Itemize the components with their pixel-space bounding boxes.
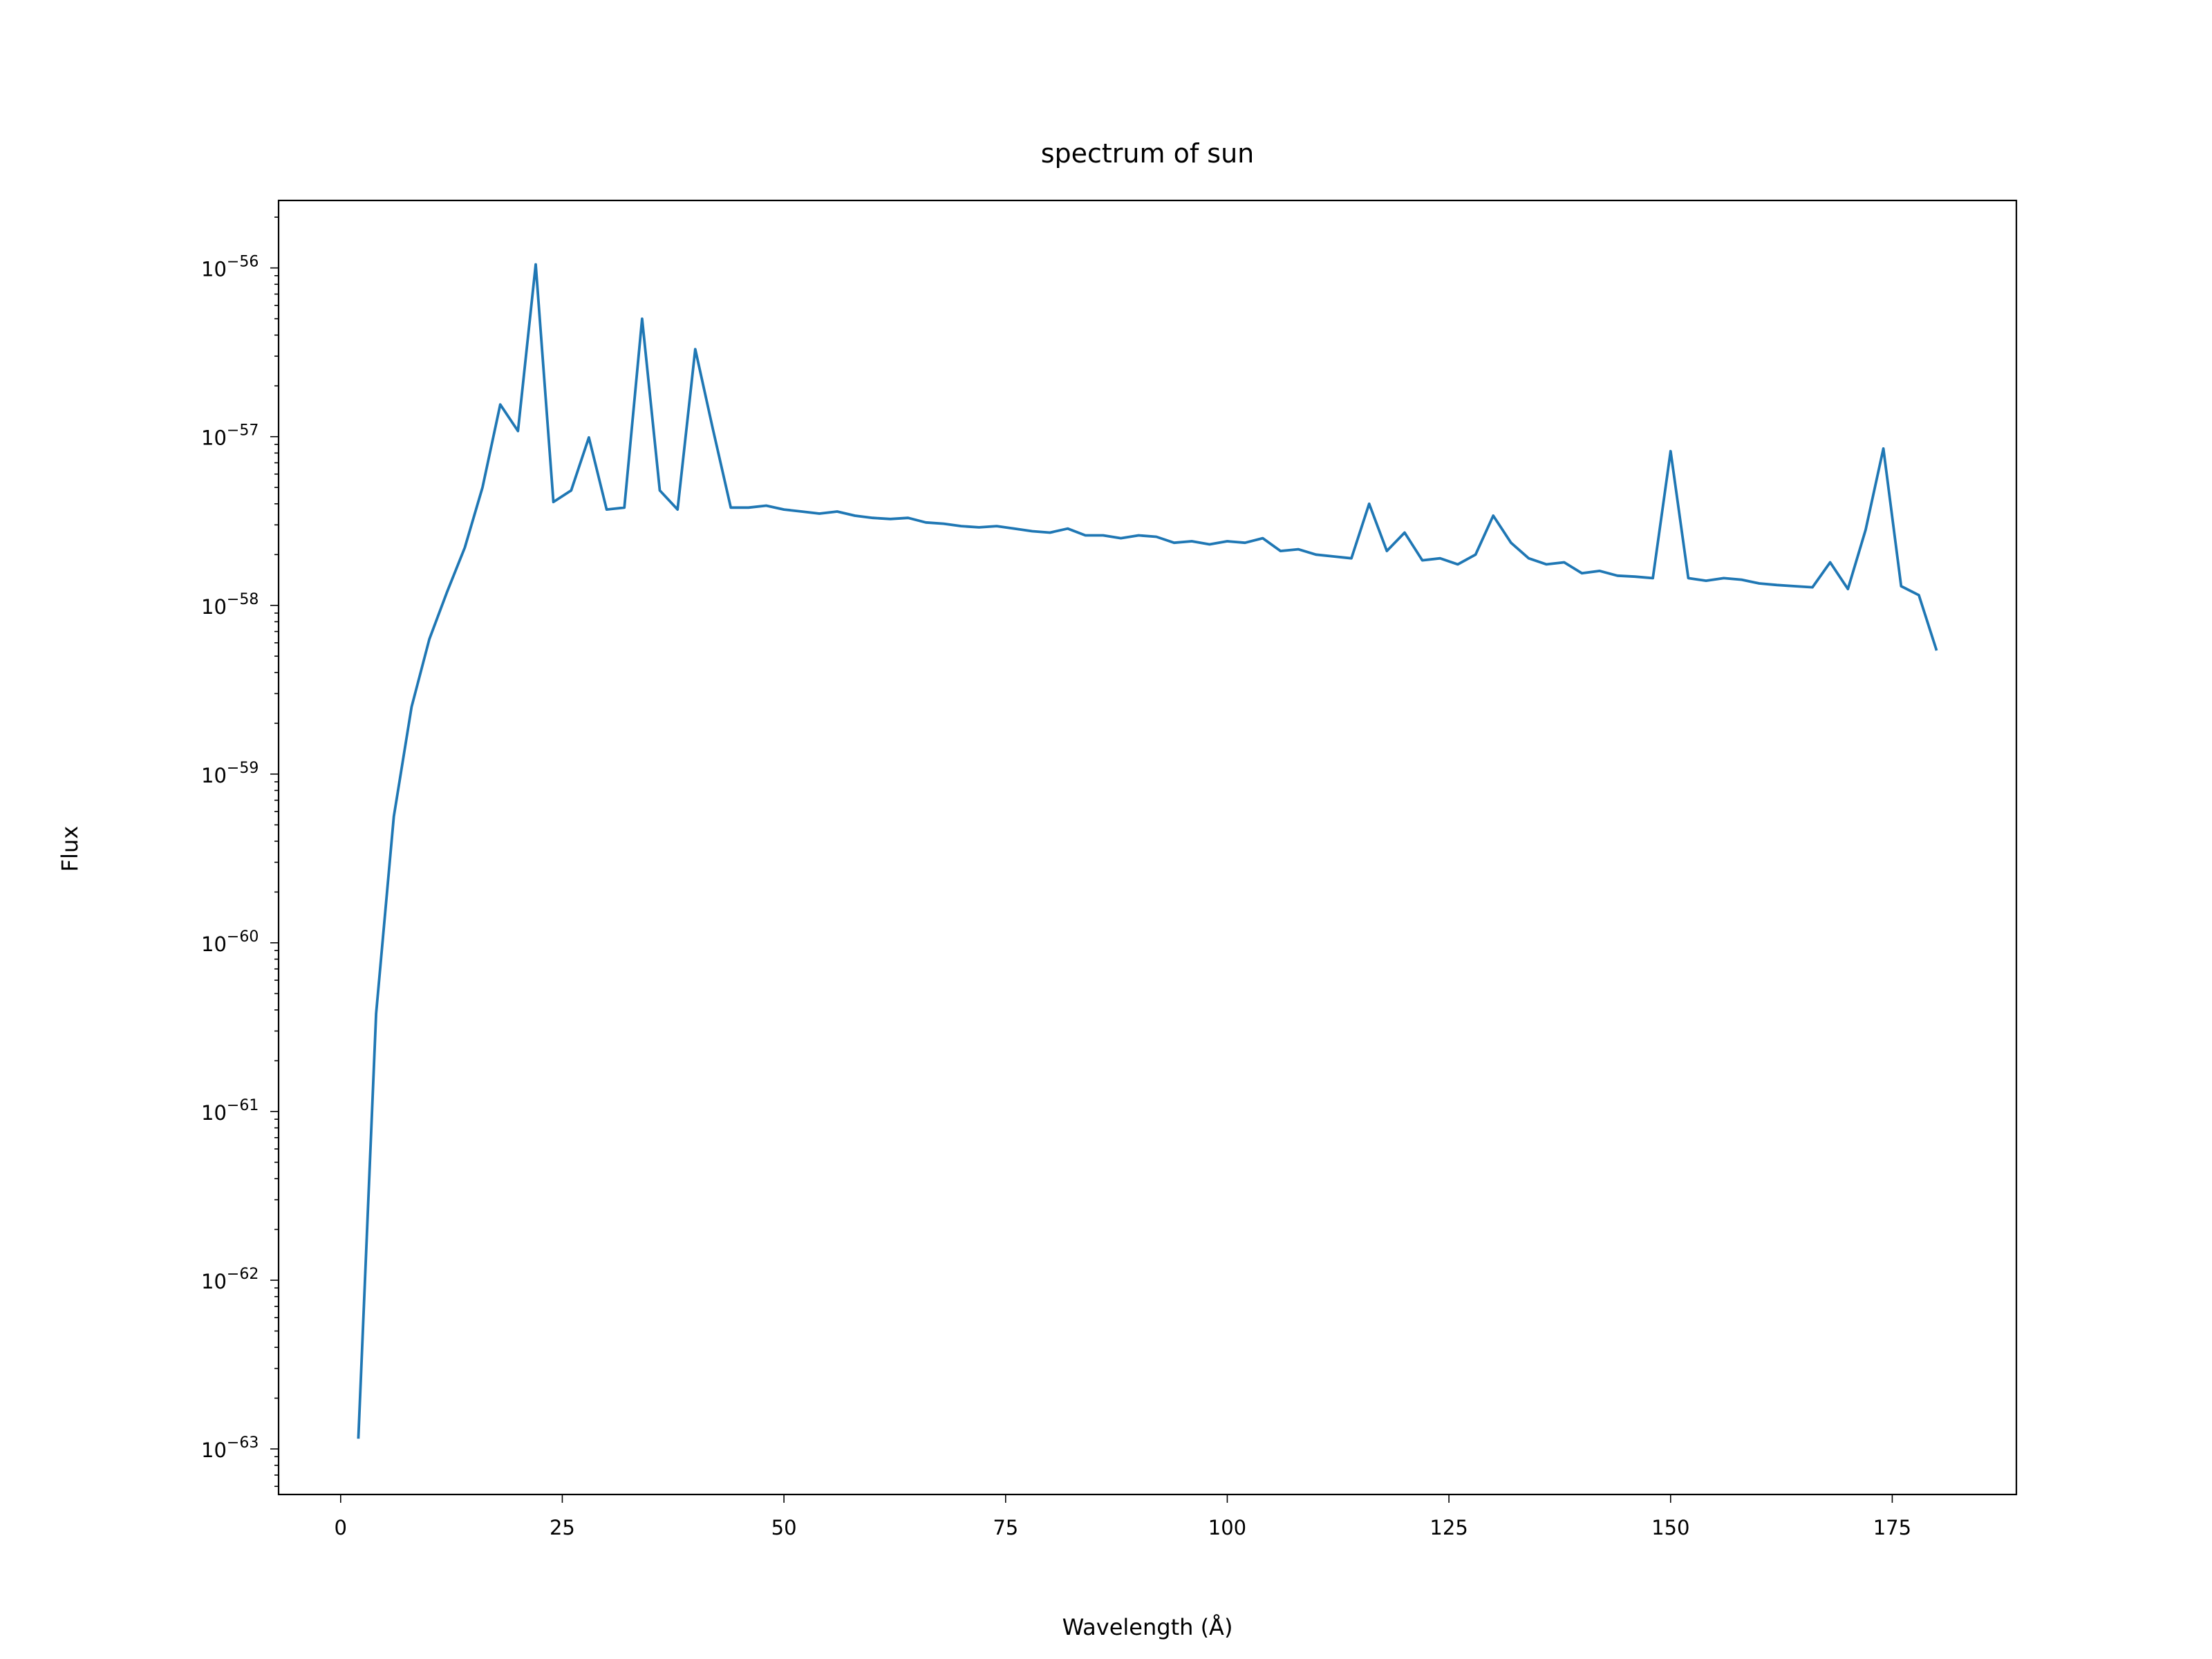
series-layer (357, 263, 1938, 1439)
y-tick-label: 10−58 (201, 591, 259, 619)
x-tick-label: 150 (1651, 1516, 1689, 1539)
x-tick-label: 100 (1208, 1516, 1246, 1539)
y-tick-label: 10−57 (201, 422, 259, 450)
x-tick-label: 175 (1873, 1516, 1911, 1539)
x-axis: 0 25 50 75 100 125 150 175 (335, 1494, 1911, 1539)
x-axis-label: Wavelength (Å) (1062, 1614, 1233, 1640)
y-tick-label: 10−62 (201, 1266, 259, 1293)
y-axis: 10−63 10−62 10−61 10−60 10−59 10−58 10−57 10−56 (201, 216, 279, 1488)
y-tick-label: 10−59 (201, 760, 259, 787)
plot-frame (277, 199, 2018, 1496)
y-tick-label: 10−61 (201, 1097, 259, 1125)
x-tick-label: 50 (771, 1516, 797, 1539)
y-tick-label: 10−56 (201, 254, 259, 281)
x-tick-label: 25 (550, 1516, 575, 1539)
y-axis-label: Flux (57, 826, 83, 872)
y-tick-label: 10−63 (201, 1434, 259, 1462)
y-tick-label: 10−60 (201, 928, 259, 956)
flux-series-line (357, 263, 1938, 1439)
x-tick-label: 75 (993, 1516, 1018, 1539)
x-tick-label: 0 (335, 1516, 347, 1539)
chart-title: spectrum of sun (1041, 138, 1255, 169)
x-tick-label: 125 (1430, 1516, 1468, 1539)
plot-area (277, 199, 2018, 1496)
